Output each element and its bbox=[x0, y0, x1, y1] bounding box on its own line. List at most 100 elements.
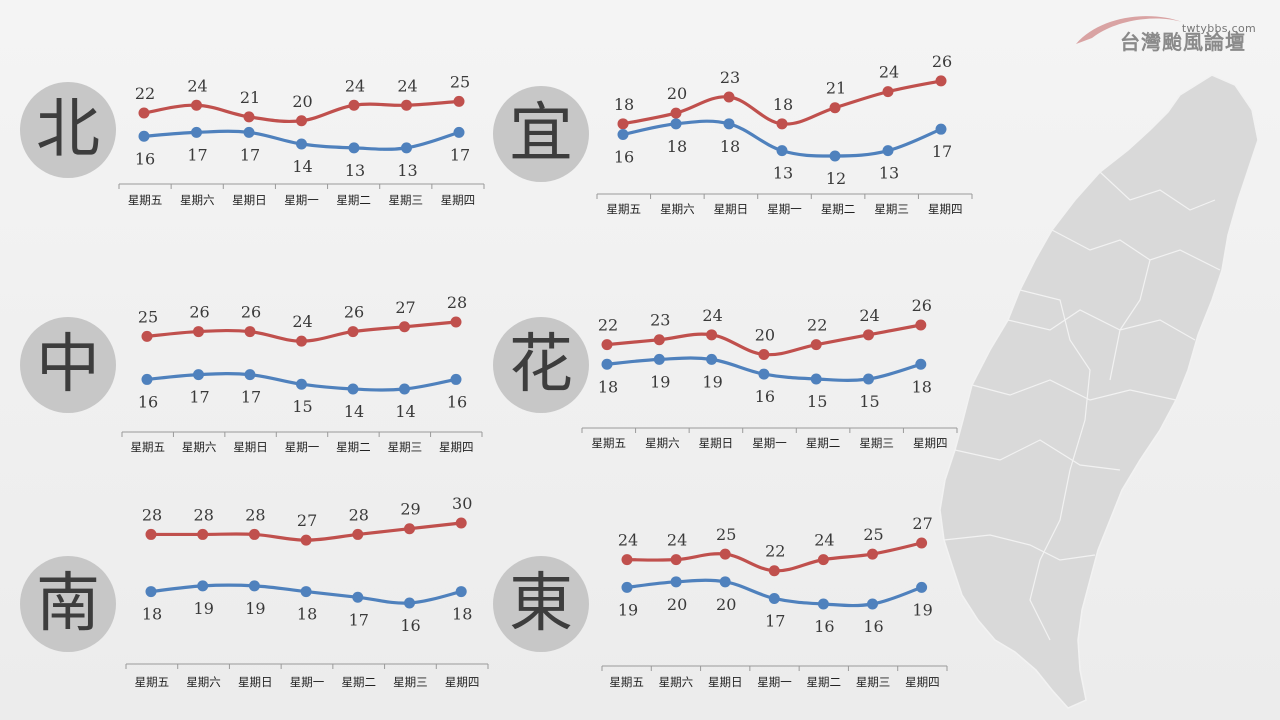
high-data-label: 22 bbox=[807, 316, 827, 335]
low-data-label: 19 bbox=[702, 372, 722, 391]
high-point bbox=[296, 335, 307, 347]
high-data-label: 24 bbox=[814, 531, 834, 550]
low-data-label: 19 bbox=[650, 372, 670, 391]
low-point bbox=[348, 142, 360, 154]
low-data-label: 16 bbox=[135, 149, 155, 168]
region-badge-south: 南 bbox=[20, 556, 116, 652]
high-point bbox=[867, 548, 878, 560]
low-point bbox=[915, 358, 927, 370]
x-tick-label: 星期五 bbox=[128, 193, 163, 207]
high-data-label: 20 bbox=[667, 84, 687, 103]
low-point bbox=[296, 138, 307, 150]
x-tick-label: 星期六 bbox=[659, 675, 694, 689]
low-point bbox=[621, 581, 633, 593]
low-data-label: 18 bbox=[912, 377, 932, 396]
low-data-label: 16 bbox=[614, 148, 634, 167]
high-data-label: 26 bbox=[189, 303, 209, 322]
x-tick-label: 星期四 bbox=[928, 202, 963, 216]
chart-3: 星期五 星期六 星期日 星期一 星期二 星期三 星期四 25 26 26 24 26 27 28 16 17 1… bbox=[121, 293, 483, 454]
low-point bbox=[145, 586, 157, 598]
low-point bbox=[404, 597, 415, 609]
high-point bbox=[935, 75, 947, 87]
x-tick-label: 星期二 bbox=[336, 440, 371, 454]
high-point bbox=[244, 326, 256, 338]
high-point bbox=[882, 86, 894, 98]
low-point bbox=[352, 591, 364, 603]
high-point bbox=[617, 118, 629, 130]
low-point bbox=[191, 126, 202, 138]
high-data-label: 21 bbox=[240, 88, 260, 107]
high-point bbox=[347, 326, 359, 338]
low-data-label: 19 bbox=[618, 600, 638, 619]
low-data-label: 16 bbox=[447, 392, 467, 411]
high-point bbox=[455, 517, 467, 529]
low-data-label: 14 bbox=[344, 402, 364, 421]
high-data-label: 27 bbox=[395, 298, 415, 317]
high-data-label: 24 bbox=[667, 531, 687, 550]
high-data-label: 26 bbox=[344, 303, 364, 322]
x-tick-label: 星期四 bbox=[445, 675, 480, 689]
high-data-label: 18 bbox=[773, 95, 793, 114]
x-tick-label: 星期一 bbox=[285, 440, 320, 454]
high-data-label: 25 bbox=[716, 525, 736, 544]
low-data-label: 19 bbox=[912, 600, 932, 619]
x-tick-label: 星期五 bbox=[592, 436, 627, 450]
low-point bbox=[453, 126, 465, 138]
x-tick-label: 星期三 bbox=[859, 436, 894, 450]
high-point bbox=[145, 528, 157, 540]
low-point bbox=[617, 129, 629, 141]
high-point bbox=[601, 339, 613, 351]
site-url[interactable]: twtybbs.com bbox=[1181, 22, 1256, 35]
x-tick-label: 星期日 bbox=[708, 675, 743, 689]
high-point bbox=[768, 565, 780, 577]
low-data-label: 15 bbox=[807, 392, 827, 411]
low-point bbox=[723, 118, 735, 130]
high-data-label: 26 bbox=[932, 52, 952, 71]
low-data-label: 13 bbox=[397, 161, 417, 180]
low-point bbox=[193, 369, 204, 381]
low-data-label: 17 bbox=[189, 388, 209, 407]
chart-5: 星期五 星期六 星期日 星期一 星期二 星期三 星期四 28 28 28 27 28 29 30 18 19 1… bbox=[125, 494, 489, 689]
high-point bbox=[916, 537, 928, 549]
high-data-label: 28 bbox=[142, 505, 162, 524]
low-data-label: 15 bbox=[859, 392, 879, 411]
high-data-label: 22 bbox=[135, 84, 155, 103]
low-point bbox=[916, 581, 928, 593]
low-data-label: 16 bbox=[138, 392, 158, 411]
high-data-label: 20 bbox=[755, 325, 775, 344]
low-data-label: 17 bbox=[240, 145, 260, 164]
low-data-label: 15 bbox=[292, 397, 312, 416]
low-point bbox=[244, 369, 256, 381]
high-data-label: 24 bbox=[345, 76, 365, 95]
high-point bbox=[399, 321, 410, 333]
low-point bbox=[706, 353, 718, 365]
high-point bbox=[723, 91, 735, 103]
x-tick-label: 星期六 bbox=[180, 193, 215, 207]
high-point bbox=[348, 99, 360, 111]
high-point bbox=[450, 316, 462, 328]
high-point bbox=[138, 107, 150, 119]
low-data-label: 17 bbox=[241, 388, 261, 407]
high-data-label: 24 bbox=[859, 306, 879, 325]
high-point bbox=[670, 554, 682, 566]
x-tick-label: 星期日 bbox=[233, 440, 268, 454]
region-badge-yilan: 宜 bbox=[493, 86, 589, 182]
low-point bbox=[347, 383, 359, 395]
high-data-label: 28 bbox=[447, 293, 467, 312]
low-point bbox=[138, 130, 150, 142]
low-point bbox=[758, 368, 770, 380]
low-data-label: 18 bbox=[142, 605, 162, 624]
x-tick-label: 星期二 bbox=[336, 193, 371, 207]
low-data-label: 19 bbox=[194, 599, 214, 618]
high-data-label: 22 bbox=[598, 316, 618, 335]
low-data-label: 13 bbox=[879, 164, 899, 183]
low-point bbox=[401, 142, 412, 154]
high-point bbox=[191, 99, 202, 111]
low-point bbox=[776, 145, 788, 157]
low-point bbox=[863, 373, 874, 385]
x-tick-label: 星期五 bbox=[130, 440, 165, 454]
x-tick-label: 星期五 bbox=[607, 202, 642, 216]
low-point bbox=[817, 598, 829, 610]
high-point bbox=[621, 554, 633, 566]
